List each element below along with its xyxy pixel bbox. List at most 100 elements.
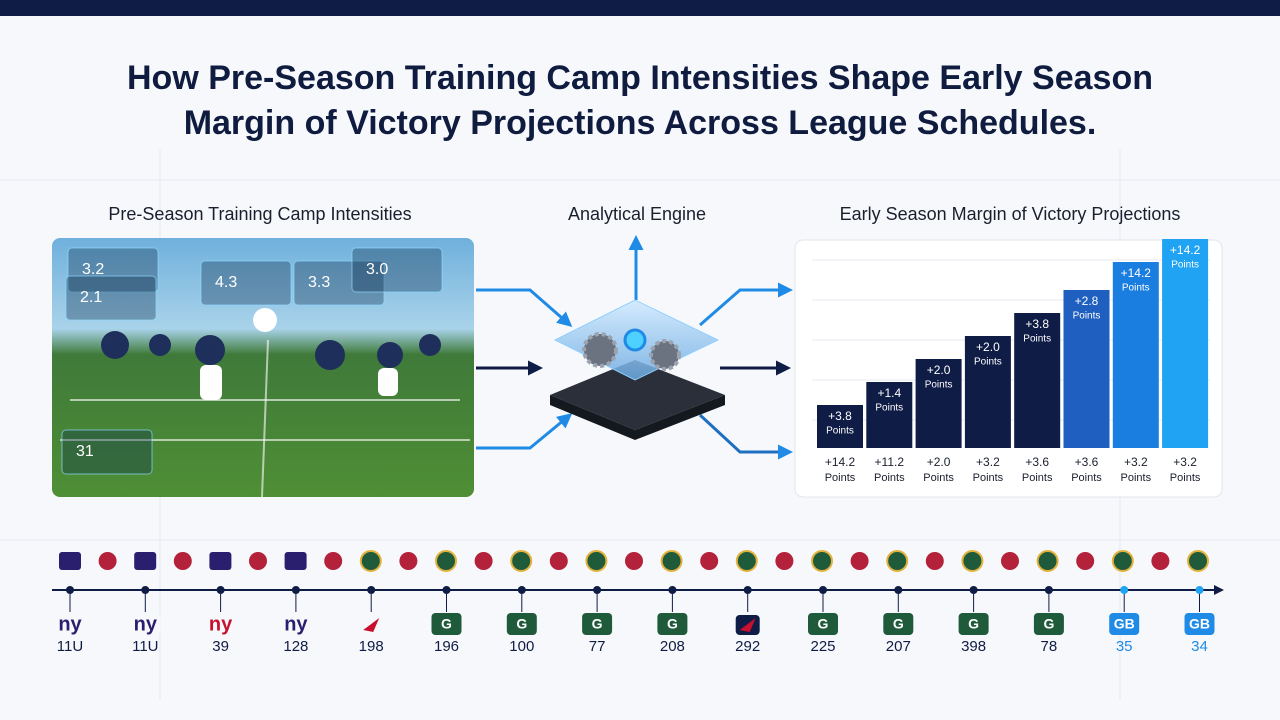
- bar-top-unit: Points: [925, 380, 953, 391]
- hud-value: 31: [76, 443, 94, 460]
- bar: [866, 382, 913, 448]
- bar-bottom-label: +3.2: [976, 455, 1000, 469]
- bar-bottom-label: +3.6: [1075, 455, 1099, 469]
- team-logo: [130, 613, 161, 635]
- bar: [817, 405, 863, 448]
- timeline-dot: [1044, 586, 1053, 594]
- team-logo-text: G: [592, 616, 603, 632]
- logo-row: [59, 550, 1209, 572]
- team-logo: [1001, 552, 1019, 570]
- timeline-dot: [517, 586, 526, 594]
- hud-value: 4.3: [215, 274, 237, 291]
- team-logo-mark: [363, 618, 380, 632]
- bar-top-unit: Points: [1171, 260, 1199, 271]
- team-logo: [1151, 552, 1170, 570]
- timeline-dot: [668, 586, 677, 594]
- team-logo: [625, 552, 643, 570]
- team-logo: [431, 613, 462, 635]
- bar-top-label: +2.8: [1075, 294, 1099, 308]
- bar: [1014, 313, 1061, 448]
- team-logo: [55, 613, 85, 635]
- team-logo: [435, 550, 457, 572]
- timeline-label: 35: [1116, 638, 1133, 655]
- team-logo: [925, 552, 944, 570]
- team-logo: [399, 552, 418, 570]
- hud-value: 2.1: [80, 289, 102, 306]
- timeline-dot: [291, 586, 300, 594]
- hud-box: [200, 260, 292, 306]
- team-logo-text: G: [667, 616, 678, 632]
- team-logo: [324, 552, 343, 570]
- timeline-dot: [367, 586, 376, 594]
- team-logo: [549, 552, 568, 570]
- bar-top-label: +3.8: [1025, 317, 1049, 331]
- bar-bottom-label: +2.0: [927, 455, 951, 469]
- timeline-label: 11U: [57, 638, 83, 655]
- timeline-label: 292: [735, 638, 760, 655]
- timeline-label: 208: [660, 638, 685, 655]
- flow-arrows: [476, 235, 793, 460]
- team-logo: [1187, 550, 1209, 572]
- training-panel: [52, 238, 474, 498]
- bar-bottom-label: +3.2: [1124, 455, 1148, 469]
- team-logo: [582, 613, 613, 635]
- bar-bottom-label: +3.2: [1173, 455, 1197, 469]
- bar-bottom-unit: Points: [1121, 472, 1152, 484]
- bar-top-unit: Points: [974, 357, 1002, 368]
- hud-box: [293, 260, 385, 306]
- team-logo-text: GB: [1114, 616, 1135, 632]
- team-logo-text: GB: [1189, 616, 1210, 632]
- bar-bottom-unit: Points: [825, 472, 856, 484]
- team-logo-text: ny: [58, 613, 82, 635]
- bar-top-label: +2.0: [927, 363, 951, 377]
- timeline-dot: [141, 586, 150, 594]
- team-logo: [359, 550, 382, 572]
- timeline-label: 11U: [132, 638, 158, 655]
- team-logo-text: ny: [209, 613, 233, 635]
- bar: [915, 359, 962, 448]
- timeline-dot: [66, 586, 74, 594]
- team-logo: [280, 613, 311, 635]
- team-logo: [585, 550, 608, 572]
- team-logo: [249, 552, 267, 570]
- title: Margin of Victory Projections Across Lea…: [184, 104, 1097, 142]
- team-logo: [1184, 613, 1215, 635]
- bar-bottom-unit: Points: [874, 472, 905, 484]
- bar: [1112, 262, 1159, 448]
- team-logo: [657, 613, 688, 635]
- team-logo: [735, 550, 758, 572]
- team-logo: [883, 613, 914, 635]
- team-logo: [59, 552, 81, 570]
- bar: [1162, 239, 1209, 448]
- bar-bottom-unit: Points: [973, 472, 1004, 484]
- team-logo-text: G: [893, 616, 904, 632]
- hud-box: [351, 247, 443, 293]
- timeline-label: 398: [961, 638, 986, 655]
- team-logo: [660, 550, 683, 572]
- timeline-dot: [593, 586, 602, 594]
- bar-bottom-unit: Points: [1071, 472, 1102, 484]
- team-logo-text: G: [1043, 616, 1054, 632]
- timeline-dot: [819, 586, 827, 594]
- bar: [964, 336, 1011, 448]
- timeline-label: 196: [434, 638, 459, 655]
- team-logo: [506, 613, 537, 635]
- timeline-dot: [969, 586, 978, 594]
- timeline-label: 39: [212, 638, 229, 655]
- timeline-dot: [1195, 586, 1204, 594]
- team-logo: [961, 550, 984, 572]
- timeline-label: 225: [810, 638, 835, 655]
- timeline-label: 207: [886, 638, 911, 655]
- title: How Pre-Season Training Camp Intensities…: [127, 59, 1153, 97]
- section-label: Analytical Engine: [568, 204, 706, 224]
- hud-value: 3.3: [308, 274, 330, 291]
- bar-bottom-label: +11.2: [875, 455, 905, 469]
- timeline-dot: [743, 586, 752, 594]
- team-logo: [1036, 550, 1059, 572]
- team-logo: [775, 552, 794, 570]
- team-logo: [98, 552, 117, 570]
- team-logo-text: ny: [284, 613, 308, 635]
- timeline-label: 77: [589, 638, 606, 655]
